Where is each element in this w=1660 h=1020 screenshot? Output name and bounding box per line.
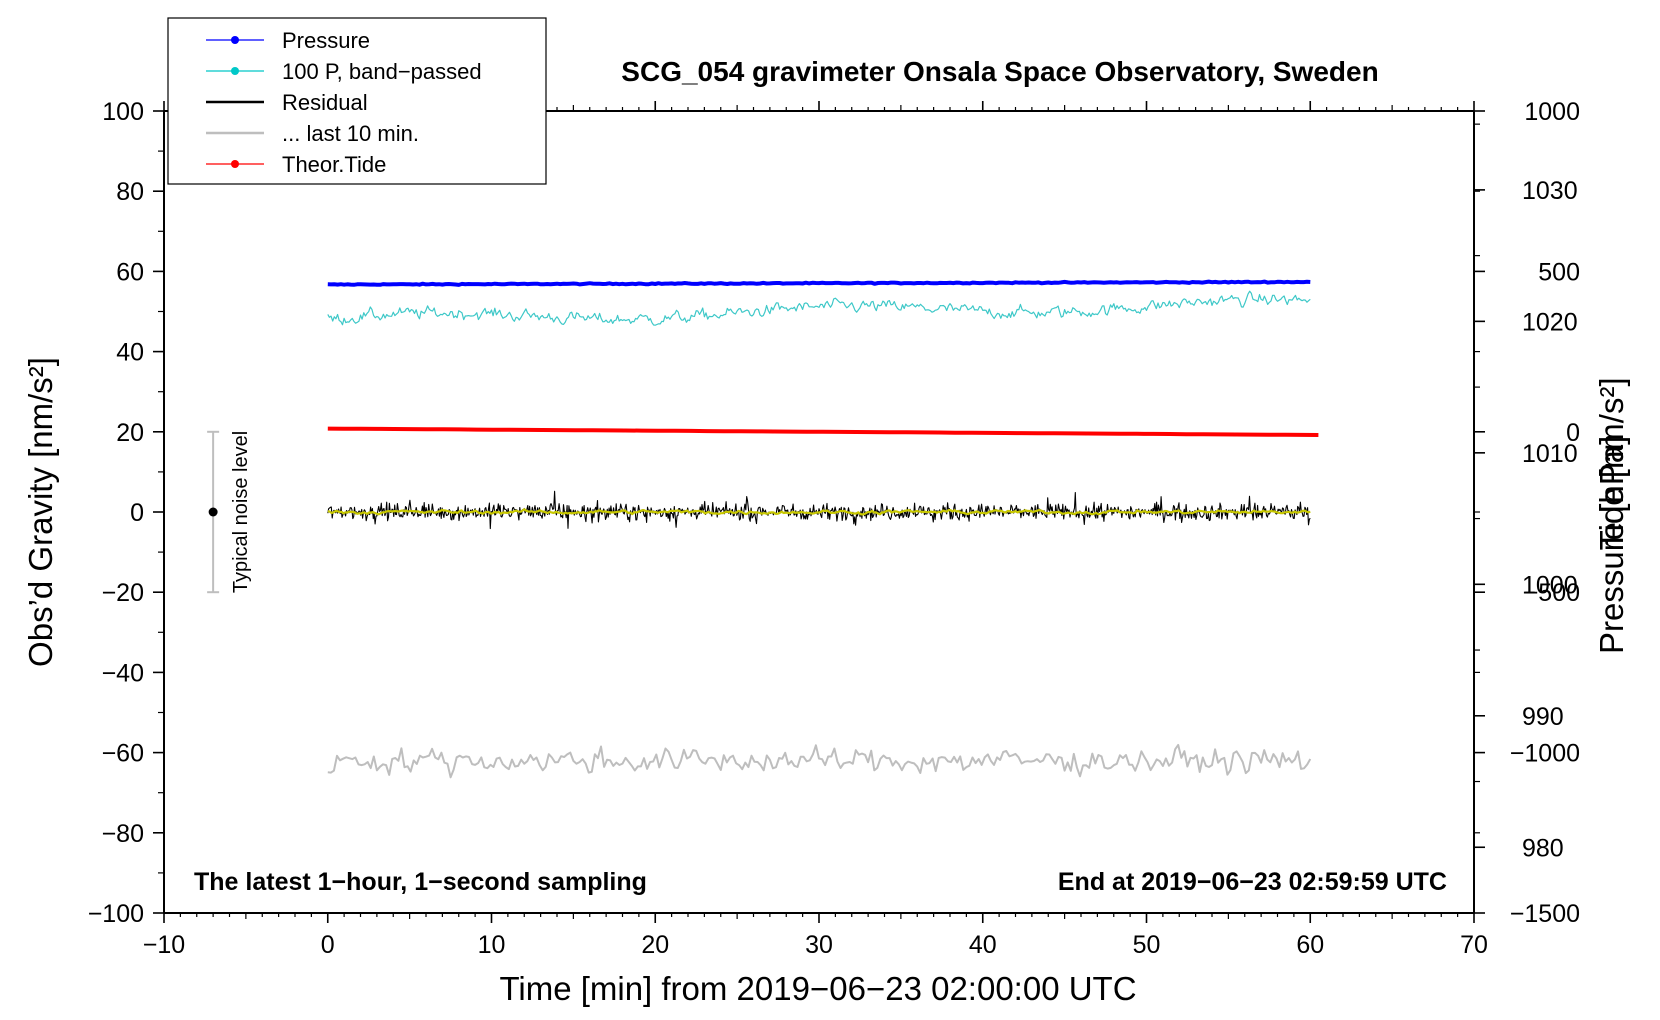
series-last-10-min: [327, 743, 1312, 779]
x-tick-label: 60: [1296, 931, 1324, 959]
pressure-tick-label: 1020: [1522, 308, 1578, 336]
noise-bar-point: [208, 507, 218, 517]
legend-label: Pressure: [282, 28, 370, 53]
noise-bar-label: Typical noise level: [230, 431, 252, 593]
series-pressure: [327, 279, 1311, 287]
y-tick-label: 60: [116, 258, 144, 286]
y-axis-label-pressure: Pressure [hPa]: [1593, 436, 1630, 654]
y-tick-label: −100: [88, 900, 144, 928]
x-tick-label: 0: [321, 931, 335, 959]
y-tick-label: 20: [116, 419, 144, 447]
series-layer: [207, 279, 1319, 779]
x-axis-label: Time [min] from 2019−06−23 02:00:00 UTC: [499, 970, 1136, 1007]
legend-label: ... last 10 min.: [282, 121, 419, 146]
tide-tick-label: 0: [1566, 419, 1580, 447]
y-tick-label: 80: [116, 178, 144, 206]
series-theoretical-tide: [327, 426, 1319, 437]
pressure-tick-label: 990: [1522, 703, 1564, 731]
y-tick-label: −80: [102, 820, 144, 848]
tide-tick-label: −1500: [1510, 900, 1580, 928]
axes: [153, 101, 1485, 923]
x-tick-label: 30: [805, 931, 833, 959]
x-tick-label: −10: [143, 931, 185, 959]
y-tick-label: −20: [102, 579, 144, 607]
legend-marker: [231, 160, 239, 168]
legend-marker: [231, 36, 239, 44]
y-tick-label: 100: [102, 98, 144, 126]
y-tick-label: −40: [102, 659, 144, 687]
annotation-right: End at 2019−06−23 02:59:59 UTC: [1058, 868, 1447, 896]
legend: Pressure 100 P, band−passed Residual ... la…: [167, 17, 547, 185]
legend-label: Theor.Tide: [282, 152, 386, 177]
series-pressure-bandpassed: [327, 290, 1311, 326]
x-tick-label: 50: [1133, 931, 1161, 959]
tide-tick-label: −500: [1524, 579, 1580, 607]
y-tick-label: 0: [130, 499, 144, 527]
x-tick-label: 10: [478, 931, 506, 959]
pressure-tick-label: 1000: [1522, 571, 1578, 599]
y-axis-label-left: Obs’d Gravity [nm/s²]: [22, 357, 59, 667]
legend-label: Residual: [282, 90, 368, 115]
y-tick-label: 40: [116, 339, 144, 367]
x-tick-label: 40: [969, 931, 997, 959]
chart-title: SCG_054 gravimeter Onsala Space Observat…: [621, 56, 1378, 87]
annotation-left: The latest 1−hour, 1−second sampling: [194, 868, 647, 896]
tide-tick-label: 500: [1538, 258, 1580, 286]
legend-marker: [231, 67, 239, 75]
tide-tick-label: 1000: [1524, 98, 1580, 126]
tide-tick-label: −1000: [1510, 740, 1580, 768]
pressure-tick-label: 980: [1522, 834, 1564, 862]
x-tick-label: 70: [1460, 931, 1488, 959]
chart-text: SCG_054 gravimeter Onsala Space Observat…: [22, 56, 1630, 1007]
pressure-tick-label: 1030: [1522, 177, 1578, 205]
y-tick-label: −60: [102, 740, 144, 768]
x-tick-label: 20: [641, 931, 669, 959]
series-residual-smoothed: [327, 508, 1311, 516]
pressure-tick-label: 1010: [1522, 440, 1578, 468]
y-axis-label-tide: Tide [nm/s²]: [1593, 377, 1630, 550]
legend-label: 100 P, band−passed: [282, 59, 482, 84]
